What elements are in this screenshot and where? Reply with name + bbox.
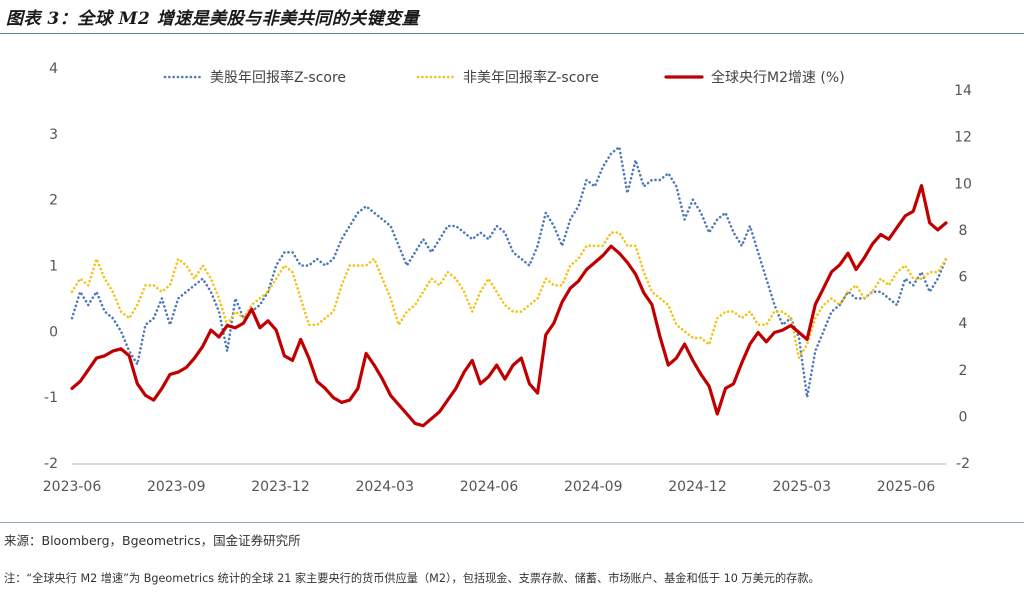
x-tick-label: 2024-09 xyxy=(564,479,623,495)
left-tick-label: 1 xyxy=(49,259,58,275)
title-rule xyxy=(0,33,1024,34)
note-text: 注：“全球央行 M2 增速”为 Bgeometrics 统计的全球 21 家主要… xyxy=(4,572,820,585)
x-tick-label: 2023-12 xyxy=(251,479,310,495)
footer-rule xyxy=(0,522,1024,523)
series-line-2 xyxy=(70,231,948,360)
legend-label-1: 美股年回报率Z-score xyxy=(210,69,346,86)
legend: 美股年回报率Z-score 非美年回报率Z-score 全球央行M2增速 (%) xyxy=(163,69,845,86)
legend-label-2: 非美年回报率Z-score xyxy=(463,69,599,86)
page-title: 图表 3：全球 M2 增速是美股与非美共同的关键变量 xyxy=(6,9,420,29)
left-tick-label: -2 xyxy=(44,456,58,472)
right-tick-label: 8 xyxy=(959,223,968,239)
source-text: 来源：Bloomberg，Bgeometrics，国金证券研究所 xyxy=(4,533,301,548)
x-tick-label: 2023-06 xyxy=(43,479,102,495)
series-line-1 xyxy=(70,145,948,399)
right-tick-label: -2 xyxy=(956,456,970,472)
left-tick-label: 4 xyxy=(49,61,58,77)
series-layer xyxy=(70,145,948,428)
x-tick-label: 2024-03 xyxy=(356,479,415,495)
right-tick-label: 0 xyxy=(959,409,968,425)
x-tick-label: 2024-12 xyxy=(668,479,727,495)
x-tick-label: 2024-06 xyxy=(460,479,519,495)
x-tick-label: 2025-03 xyxy=(773,479,832,495)
left-axis: -2 -1 0 1 2 3 4 xyxy=(44,61,58,472)
x-tick-label: 2025-06 xyxy=(877,479,936,495)
right-tick-label: 14 xyxy=(954,83,972,99)
left-tick-label: 0 xyxy=(49,324,58,340)
legend-label-3: 全球央行M2增速 (%) xyxy=(711,69,845,86)
x-axis: 2023-06 2023-09 2023-12 2024-03 2024-06 2024-… xyxy=(43,479,936,495)
right-axis: -2 0 2 4 6 8 10 12 14 xyxy=(954,83,972,472)
right-tick-label: 6 xyxy=(959,270,968,286)
left-tick-label: 2 xyxy=(49,193,58,209)
right-tick-label: 2 xyxy=(959,363,968,379)
right-tick-label: 10 xyxy=(954,176,972,192)
right-tick-label: 12 xyxy=(954,130,972,146)
series-line-3 xyxy=(70,184,948,428)
right-tick-label: 4 xyxy=(959,316,968,332)
left-tick-label: -1 xyxy=(44,390,58,406)
x-tick-label: 2023-09 xyxy=(147,479,206,495)
left-tick-label: 3 xyxy=(49,127,58,143)
